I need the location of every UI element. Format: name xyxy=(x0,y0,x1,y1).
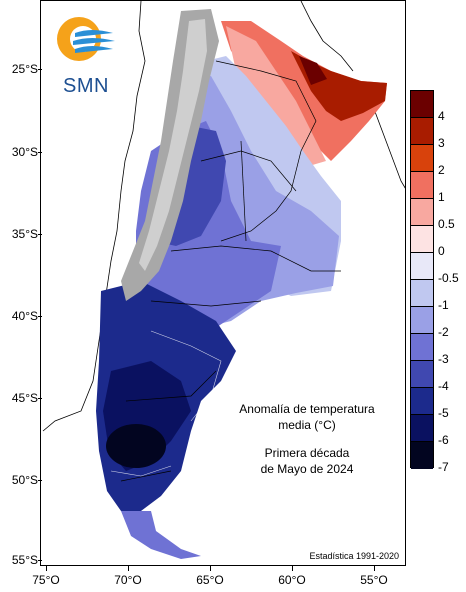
legend-label: 0 xyxy=(438,244,445,258)
lon-tick xyxy=(292,566,293,571)
legend-swatch xyxy=(411,253,433,280)
legend-label: 0.5 xyxy=(438,217,455,231)
legend-label: 2 xyxy=(438,163,445,177)
legend-label: -2 xyxy=(438,325,449,339)
lat-tick xyxy=(38,398,42,399)
andes-highlight xyxy=(139,19,207,271)
legend-label: -5 xyxy=(438,406,449,420)
smn-logo: SMN xyxy=(53,11,123,101)
legend-label: -0.5 xyxy=(438,271,459,285)
lon-tick xyxy=(210,566,211,571)
title-line-1: Anomalía de temperatura xyxy=(239,402,375,416)
legend-label: -4 xyxy=(438,379,449,393)
legend-swatch xyxy=(411,307,433,334)
lat-label-35s: 35°S xyxy=(11,227,38,241)
legend-label: 3 xyxy=(438,136,445,150)
lon-label-70o: 70°O xyxy=(114,573,142,587)
contour-lines xyxy=(110,330,222,477)
region-very-hot xyxy=(299,56,327,85)
lon-tick xyxy=(128,566,129,571)
lon-label-55o: 55°O xyxy=(360,573,388,587)
lat-tick xyxy=(38,560,42,561)
period-line-1: Primera década xyxy=(264,446,350,460)
lat-tick xyxy=(38,152,42,153)
map-frame: SMN Anomalía de temperatura media (°C) P… xyxy=(40,0,406,566)
lat-label-50s: 50°S xyxy=(11,473,38,487)
lat-label-55s: 55°S xyxy=(11,553,38,567)
lon-label-60o: 60°O xyxy=(278,573,306,587)
title-line-2: media (°C) xyxy=(278,418,336,432)
legend-swatch xyxy=(411,388,433,415)
legend-label: -7 xyxy=(438,460,449,474)
legend-swatch xyxy=(411,226,433,253)
legend-swatch xyxy=(411,334,433,361)
smn-logo-text: SMN xyxy=(63,75,109,97)
smn-logo-mark xyxy=(57,17,115,61)
color-legend xyxy=(410,90,434,469)
legend-label: -6 xyxy=(438,433,449,447)
anomaly-map xyxy=(42,1,405,559)
legend-swatch xyxy=(411,172,433,199)
lat-tick xyxy=(38,480,42,481)
map-annotation: Anomalía de temperatura media (°C) Prime… xyxy=(217,401,397,477)
lon-label-75o: 75°O xyxy=(32,573,60,587)
lat-tick xyxy=(38,316,42,317)
legend-swatch xyxy=(411,199,433,226)
lat-label-45s: 45°S xyxy=(11,391,38,405)
legend-swatch xyxy=(411,415,433,442)
lon-tick xyxy=(374,566,375,571)
region-coldest xyxy=(106,424,166,468)
province-borders xyxy=(120,60,341,482)
legend-swatch xyxy=(411,361,433,388)
legend-swatch xyxy=(411,145,433,172)
region-south-tip xyxy=(121,511,201,559)
lat-tick xyxy=(38,234,42,235)
statistics-note: Estadística 1991-2020 xyxy=(309,551,399,561)
lon-label-65o: 65°O xyxy=(196,573,224,587)
legend-label: 1 xyxy=(438,190,445,204)
region-pink xyxy=(226,26,326,166)
legend-swatch xyxy=(411,280,433,307)
lat-label-40s: 40°S xyxy=(11,309,38,323)
legend-swatch xyxy=(411,91,433,118)
lon-tick xyxy=(46,566,47,571)
legend-label: 4 xyxy=(438,109,445,123)
period-line-2: de Mayo de 2024 xyxy=(260,462,354,476)
neighbor-borders xyxy=(42,1,405,432)
lat-label-25s: 25°S xyxy=(11,62,38,76)
legend-label: -1 xyxy=(438,298,449,312)
legend-swatch xyxy=(411,442,433,469)
legend-label: -3 xyxy=(438,352,449,366)
lat-tick xyxy=(38,69,42,70)
lat-label-30s: 30°S xyxy=(11,145,38,159)
legend-swatch xyxy=(411,118,433,145)
